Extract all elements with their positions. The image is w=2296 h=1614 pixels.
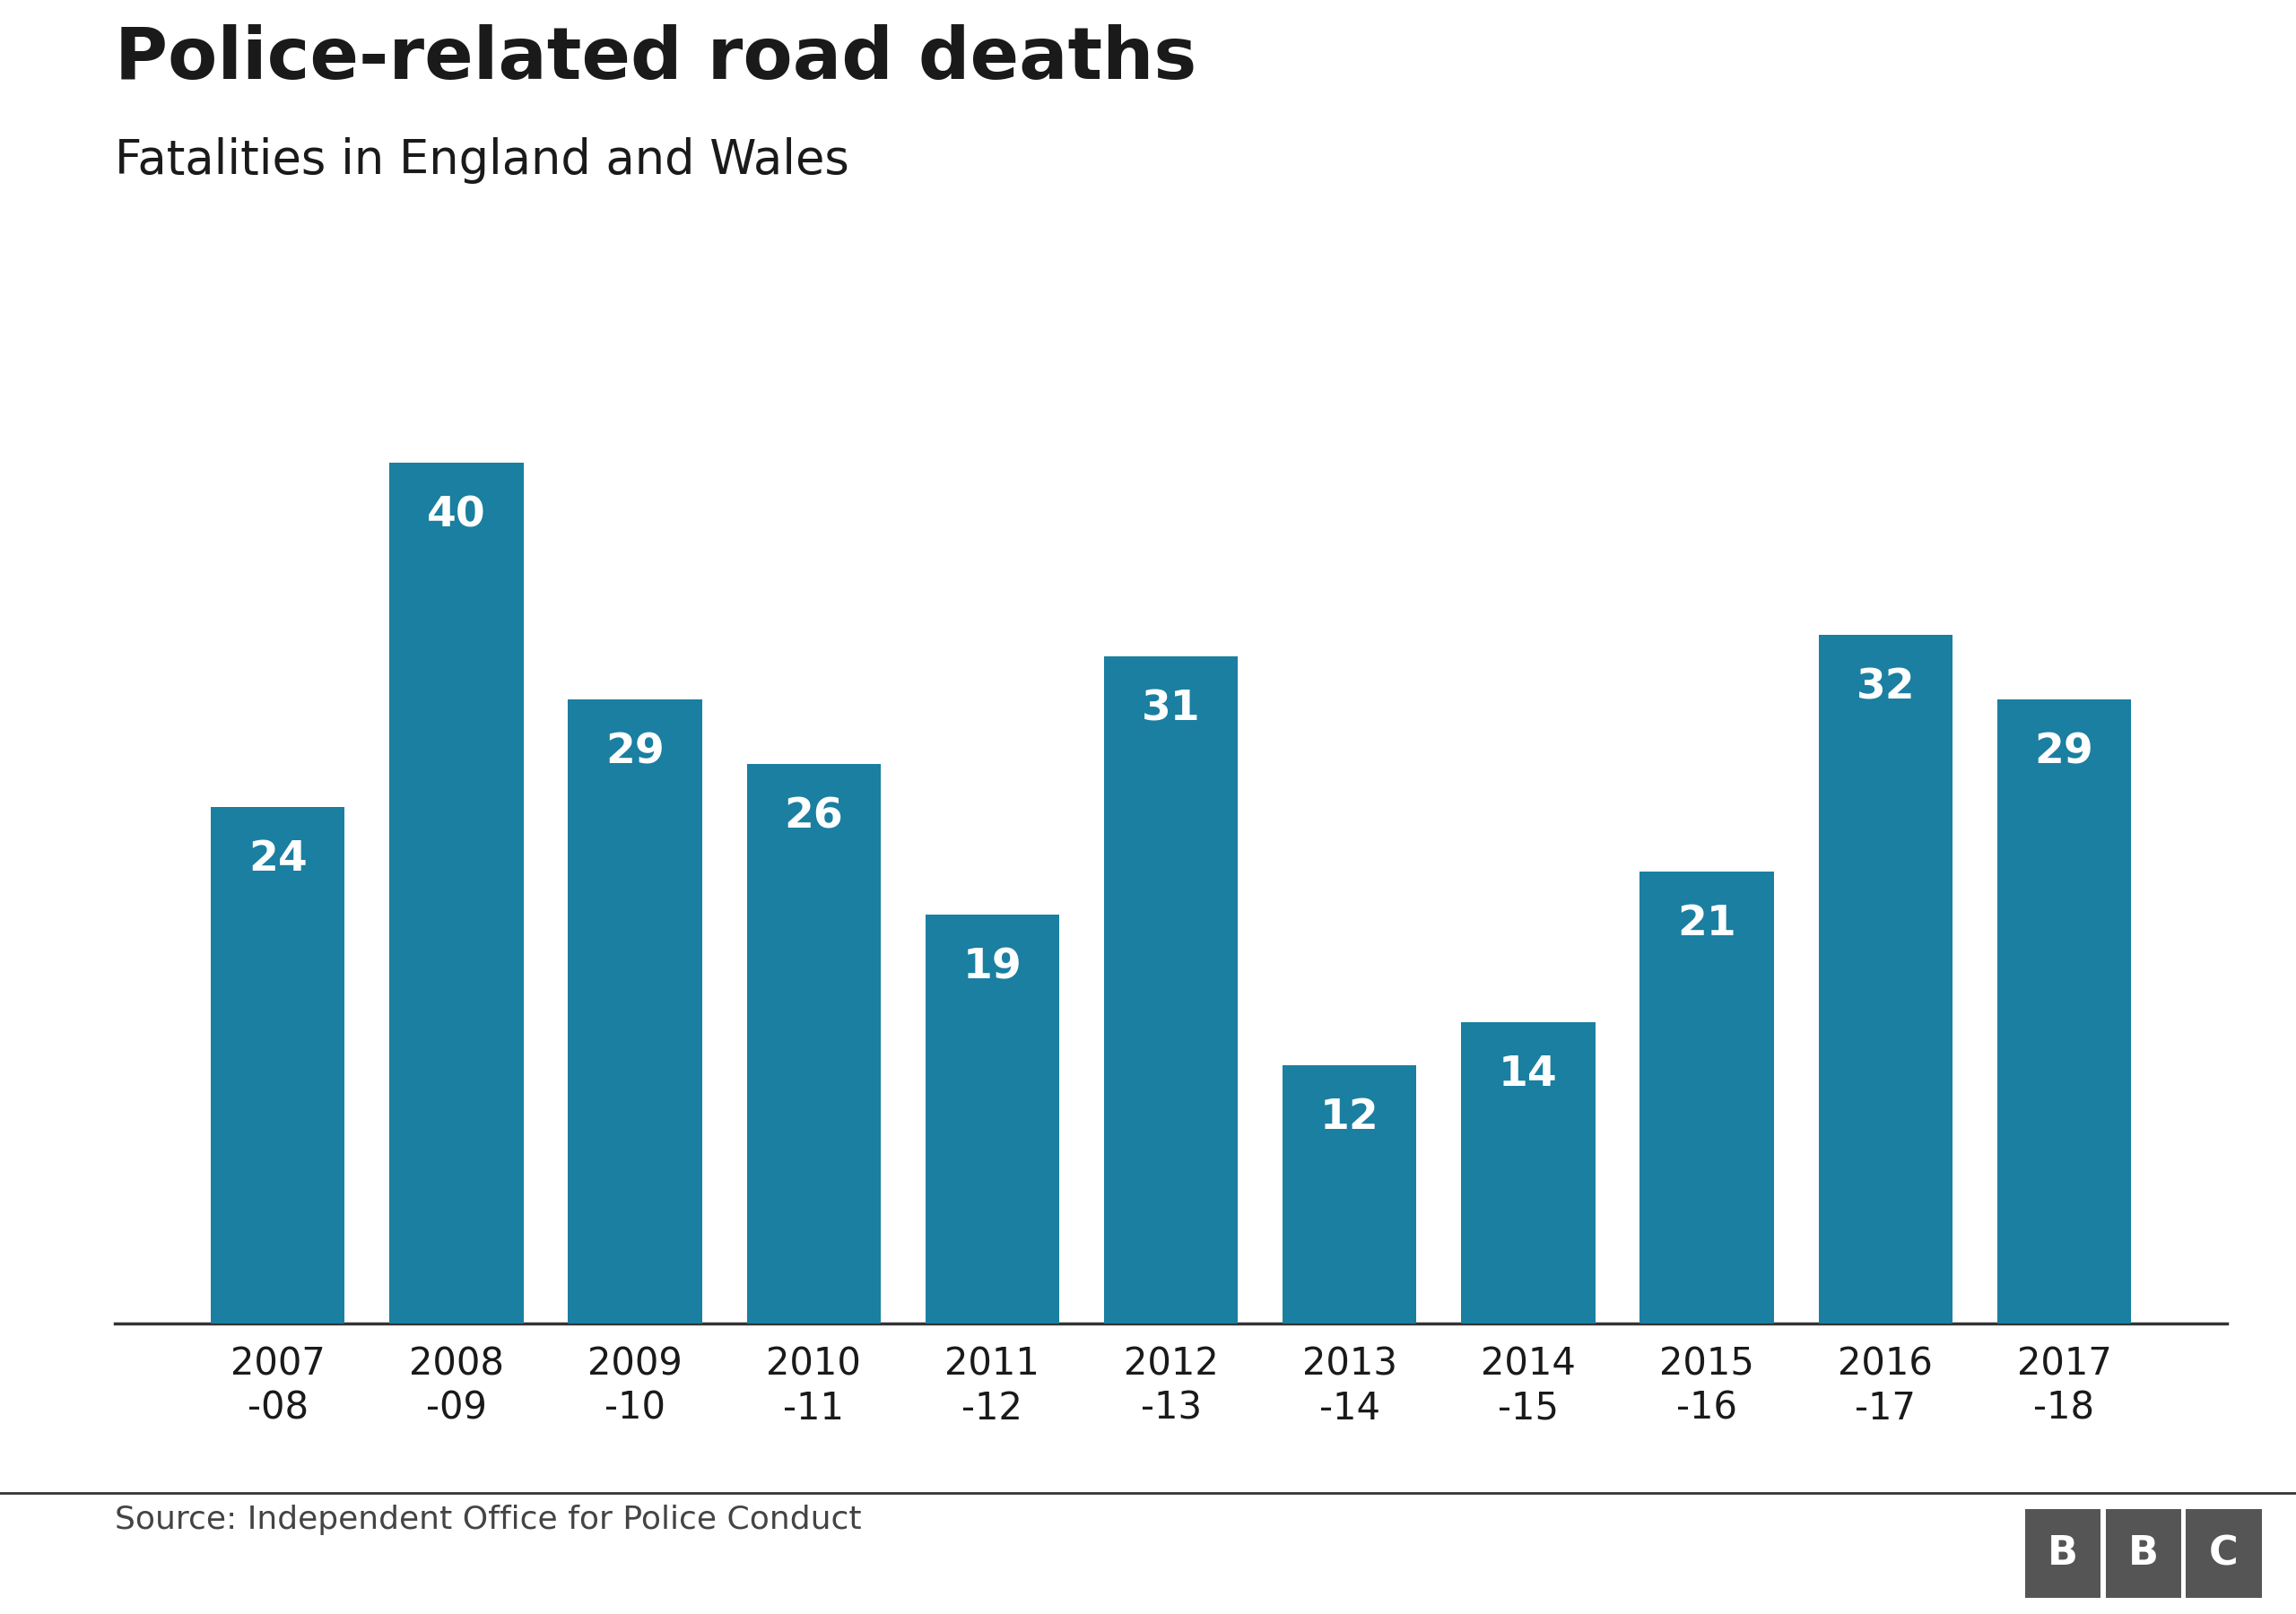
Text: Police-related road deaths: Police-related road deaths: [115, 24, 1196, 94]
Text: 21: 21: [1678, 904, 1736, 944]
Bar: [746, 763, 882, 1323]
Bar: [1998, 699, 2131, 1323]
Text: 24: 24: [248, 839, 308, 880]
Bar: [1104, 657, 1238, 1323]
Bar: [1283, 1065, 1417, 1323]
Text: B: B: [2048, 1535, 2078, 1572]
Bar: [925, 915, 1058, 1323]
Text: 19: 19: [962, 947, 1022, 988]
Text: Source: Independent Office for Police Conduct: Source: Independent Office for Police Co…: [115, 1504, 861, 1535]
Bar: [390, 463, 523, 1323]
Text: Fatalities in England and Wales: Fatalities in England and Wales: [115, 137, 850, 184]
Text: 29: 29: [606, 731, 664, 771]
Text: 40: 40: [427, 495, 487, 536]
Text: 29: 29: [2034, 731, 2094, 771]
Text: 31: 31: [1141, 689, 1201, 730]
Bar: [211, 807, 344, 1323]
Bar: [567, 699, 703, 1323]
Text: 32: 32: [1855, 667, 1915, 707]
Bar: [1460, 1022, 1596, 1323]
Text: B: B: [2128, 1535, 2158, 1572]
Bar: [1818, 634, 1952, 1323]
Text: C: C: [2209, 1535, 2239, 1572]
Bar: [1639, 872, 1775, 1323]
Text: 14: 14: [1499, 1054, 1557, 1094]
Text: 26: 26: [785, 796, 843, 836]
Text: 12: 12: [1320, 1098, 1380, 1138]
